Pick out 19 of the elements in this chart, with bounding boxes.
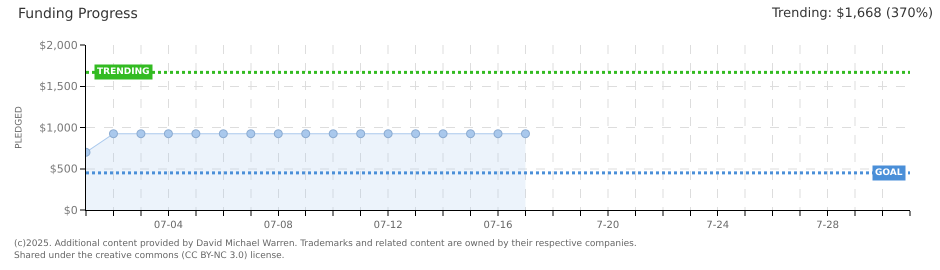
x-tick-label: 07-08	[264, 220, 293, 231]
x-tick-label: 7-20	[596, 220, 620, 231]
y-tick-label: $0	[64, 204, 78, 217]
x-tick-label: 07-12	[374, 220, 403, 231]
y-tick-label: $2,000	[39, 38, 78, 52]
chart-title: Funding Progress	[18, 6, 138, 22]
ref-line-label: TRENDING	[97, 67, 150, 77]
x-tick-label: 7-28	[816, 220, 839, 231]
x-tick-label: 07-04	[154, 220, 183, 231]
y-tick-label: $1,000	[39, 121, 78, 134]
y-axis-title: PLEDGED	[14, 106, 25, 149]
x-tick-label: 7-24	[706, 220, 730, 231]
text: Shared under the creative commons (CC BY-NC 3.0) license.	[14, 251, 285, 261]
x-tick-label: 07-16	[483, 220, 513, 231]
y-tick-label: $500	[50, 162, 78, 176]
y-tick-label: $1,500	[39, 80, 78, 94]
text: (c)2025. Additional content provided by David Michael Warren. Trademarks and related content are owned by their respective companies.	[14, 239, 637, 249]
chart-subtitle: Trending: $1,668 (370%)	[771, 6, 934, 21]
ref-line-label: GOAL	[875, 168, 903, 178]
